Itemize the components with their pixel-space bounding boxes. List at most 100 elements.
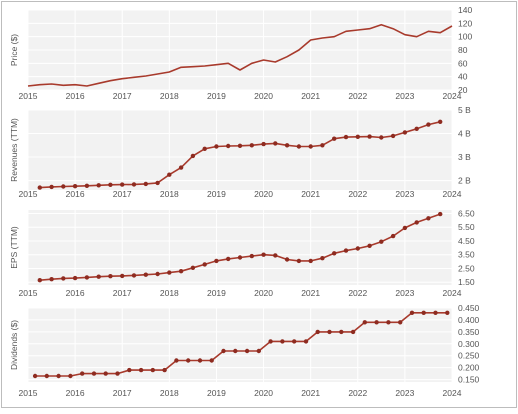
data-point	[315, 329, 320, 335]
data-point	[350, 329, 356, 335]
y-tick-label: 2.50	[458, 263, 475, 273]
x-tick-label: 2021	[301, 388, 320, 398]
y-tick-label: 60	[458, 58, 468, 68]
x-tick-label: 2020	[254, 91, 273, 101]
x-tick-label: 2024	[443, 388, 462, 398]
chart-panel-2: 2 B 3 B 4 B 5 B Revenues (TTM)2015 2016 2017 20…	[9, 105, 471, 199]
x-tick-label: 2015	[19, 388, 38, 398]
data-point	[68, 373, 73, 379]
data-point	[426, 216, 431, 221]
data-point	[273, 141, 278, 146]
y-tick-label: 40	[458, 72, 468, 82]
x-tick-label: 2015	[19, 91, 38, 101]
y-tick-label: 0.350	[458, 327, 480, 337]
series-line	[27, 23, 453, 87]
x-tick-label: 2015	[19, 189, 38, 199]
data-point	[37, 185, 42, 190]
data-point	[379, 239, 384, 244]
x-tick-label: 2016	[66, 388, 85, 398]
data-point	[155, 271, 160, 277]
data-point	[190, 153, 196, 159]
x-tick-label: 2022	[348, 91, 367, 101]
data-point	[296, 144, 302, 149]
y-axis-title: Price ($)	[9, 34, 19, 66]
data-point	[296, 258, 302, 264]
x-tick-label: 2019	[207, 288, 226, 298]
data-point	[155, 180, 160, 186]
x-tick-label: 2021	[301, 288, 320, 298]
outer-frame	[1, 1, 517, 408]
data-point	[332, 136, 337, 141]
y-axis-title: Dividends ($)	[9, 320, 19, 370]
y-tick-label: 3.50	[458, 250, 475, 260]
data-point	[178, 269, 184, 274]
data-point	[138, 367, 144, 373]
data-point	[162, 367, 167, 373]
data-point	[409, 310, 415, 315]
y-tick-label: 1.50	[458, 277, 475, 287]
plot-background	[28, 210, 452, 285]
data-point	[103, 371, 108, 376]
data-point	[367, 134, 372, 139]
data-point	[115, 371, 120, 376]
data-point	[56, 373, 61, 379]
x-tick-label: 2019	[207, 189, 226, 199]
data-point	[226, 256, 231, 262]
data-point	[244, 348, 250, 354]
data-point	[280, 339, 285, 344]
data-point	[72, 184, 78, 189]
data-point	[49, 277, 54, 282]
y-tick-label: 80	[458, 45, 468, 55]
y-tick-label: 140	[458, 5, 472, 15]
y-tick-label: 0.250	[458, 351, 480, 361]
data-point	[249, 143, 254, 148]
chart-panel-4: 0.150 0.200 0.250 0.300 0.350 0.400 0.450 Divid…	[9, 303, 480, 398]
data-point	[150, 367, 155, 373]
x-tick-label: 2015	[19, 288, 38, 298]
data-point	[233, 348, 238, 354]
data-point	[190, 265, 196, 270]
data-point	[414, 220, 419, 225]
y-axis-title: EPS (TTM)	[9, 226, 19, 269]
plot-background	[28, 308, 452, 382]
data-point	[421, 310, 426, 315]
data-point	[37, 278, 42, 283]
data-point	[72, 275, 78, 281]
x-tick-label: 2021	[301, 189, 320, 199]
x-tick-label: 2016	[66, 91, 85, 101]
x-tick-label: 2022	[348, 388, 367, 398]
data-point	[390, 233, 396, 239]
data-point	[320, 256, 325, 261]
x-tick-label: 2022	[348, 189, 367, 199]
data-point	[332, 251, 337, 256]
data-point	[367, 243, 372, 248]
x-tick-label: 2020	[254, 288, 273, 298]
y-tick-label: 2 B	[458, 176, 471, 186]
x-tick-label: 2024	[443, 288, 462, 298]
x-tick-label: 2018	[160, 288, 179, 298]
data-point	[379, 135, 384, 140]
chart-panel-3: 1.50 2.50 3.50 4.50 5.50 6.50 EPS (TTM) 2015 201…	[9, 208, 475, 298]
data-point	[320, 143, 325, 148]
data-point	[167, 270, 172, 275]
data-point	[292, 339, 297, 344]
y-tick-label: 120	[458, 18, 472, 28]
x-tick-label: 2023	[395, 288, 414, 298]
data-point	[131, 182, 137, 187]
x-tick-label: 2016	[66, 288, 85, 298]
data-point	[237, 143, 243, 148]
data-point	[120, 273, 125, 279]
data-point	[308, 144, 313, 149]
data-point	[80, 371, 85, 376]
x-tick-label: 2019	[207, 388, 226, 398]
data-point	[186, 358, 191, 363]
x-tick-label: 2020	[254, 189, 273, 199]
data-point	[261, 252, 266, 257]
x-tick-label: 2017	[113, 288, 132, 298]
data-point	[202, 146, 207, 151]
data-point	[131, 273, 137, 278]
y-tick-label: 4.50	[458, 236, 475, 246]
y-tick-label: 0.300	[458, 339, 480, 349]
